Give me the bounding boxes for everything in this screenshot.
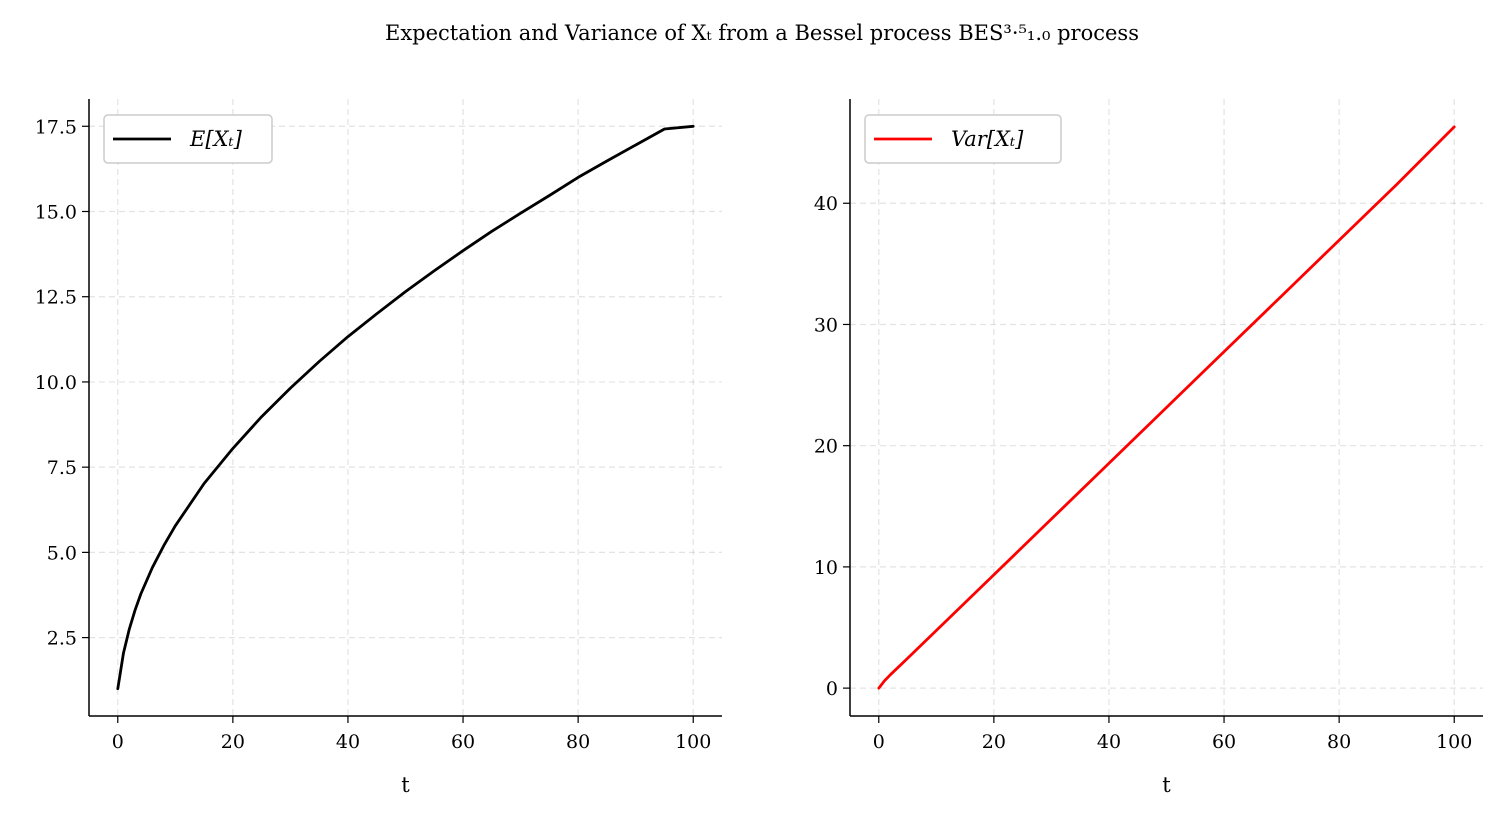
y-tick-label: 40	[814, 193, 838, 215]
x-tick-label: 0	[873, 731, 885, 753]
x-tick-label: 60	[451, 731, 475, 753]
expectation-plot: 0 20 40 60 80 100 2.5 5.0 7.5 10.0 12.5 15.0 17.5 t E[…	[35, 99, 722, 797]
variance-series-line	[877, 125, 1456, 690]
y-tick-label: 10	[814, 557, 838, 579]
legend-label: Var[Xₜ]	[951, 127, 1024, 151]
y-tick-label: 10.0	[35, 372, 77, 394]
x-axis-label: t	[1162, 773, 1171, 797]
y-tick-label: 5.0	[47, 542, 77, 564]
y-tick-label: 7.5	[47, 457, 77, 479]
expectation-series-line	[116, 124, 695, 691]
y-tick-label: 17.5	[35, 116, 77, 138]
x-axis-label: t	[401, 773, 410, 797]
y-tick-label: 30	[814, 314, 838, 336]
x-tick-label: 80	[566, 731, 590, 753]
x-tick-label: 80	[1327, 731, 1351, 753]
y-tick-label: 12.5	[35, 287, 77, 309]
figure-title: Expectation and Variance of Xₜ from a Be…	[385, 21, 1139, 45]
y-tick-label: 2.5	[47, 628, 77, 650]
x-tick-label: 100	[1436, 731, 1472, 753]
x-tick-label: 20	[221, 731, 245, 753]
x-tick-label: 60	[1212, 731, 1236, 753]
x-tick-label: 20	[982, 731, 1006, 753]
legend-label: E[Xₜ]	[189, 127, 243, 151]
y-tick-label: 20	[814, 436, 838, 458]
x-tick-label: 40	[336, 731, 360, 753]
x-tick-label: 0	[112, 731, 124, 753]
x-tick-label: 100	[675, 731, 711, 753]
y-tick-label: 15.0	[35, 201, 77, 223]
variance-plot: 0 20 40 60 80 100 0 10 20 30 40 t Var[Xₜ]	[814, 99, 1483, 797]
x-tick-label: 40	[1097, 731, 1121, 753]
legend-box	[864, 114, 1062, 164]
y-tick-label: 0	[826, 678, 838, 700]
legend-box	[103, 114, 273, 164]
